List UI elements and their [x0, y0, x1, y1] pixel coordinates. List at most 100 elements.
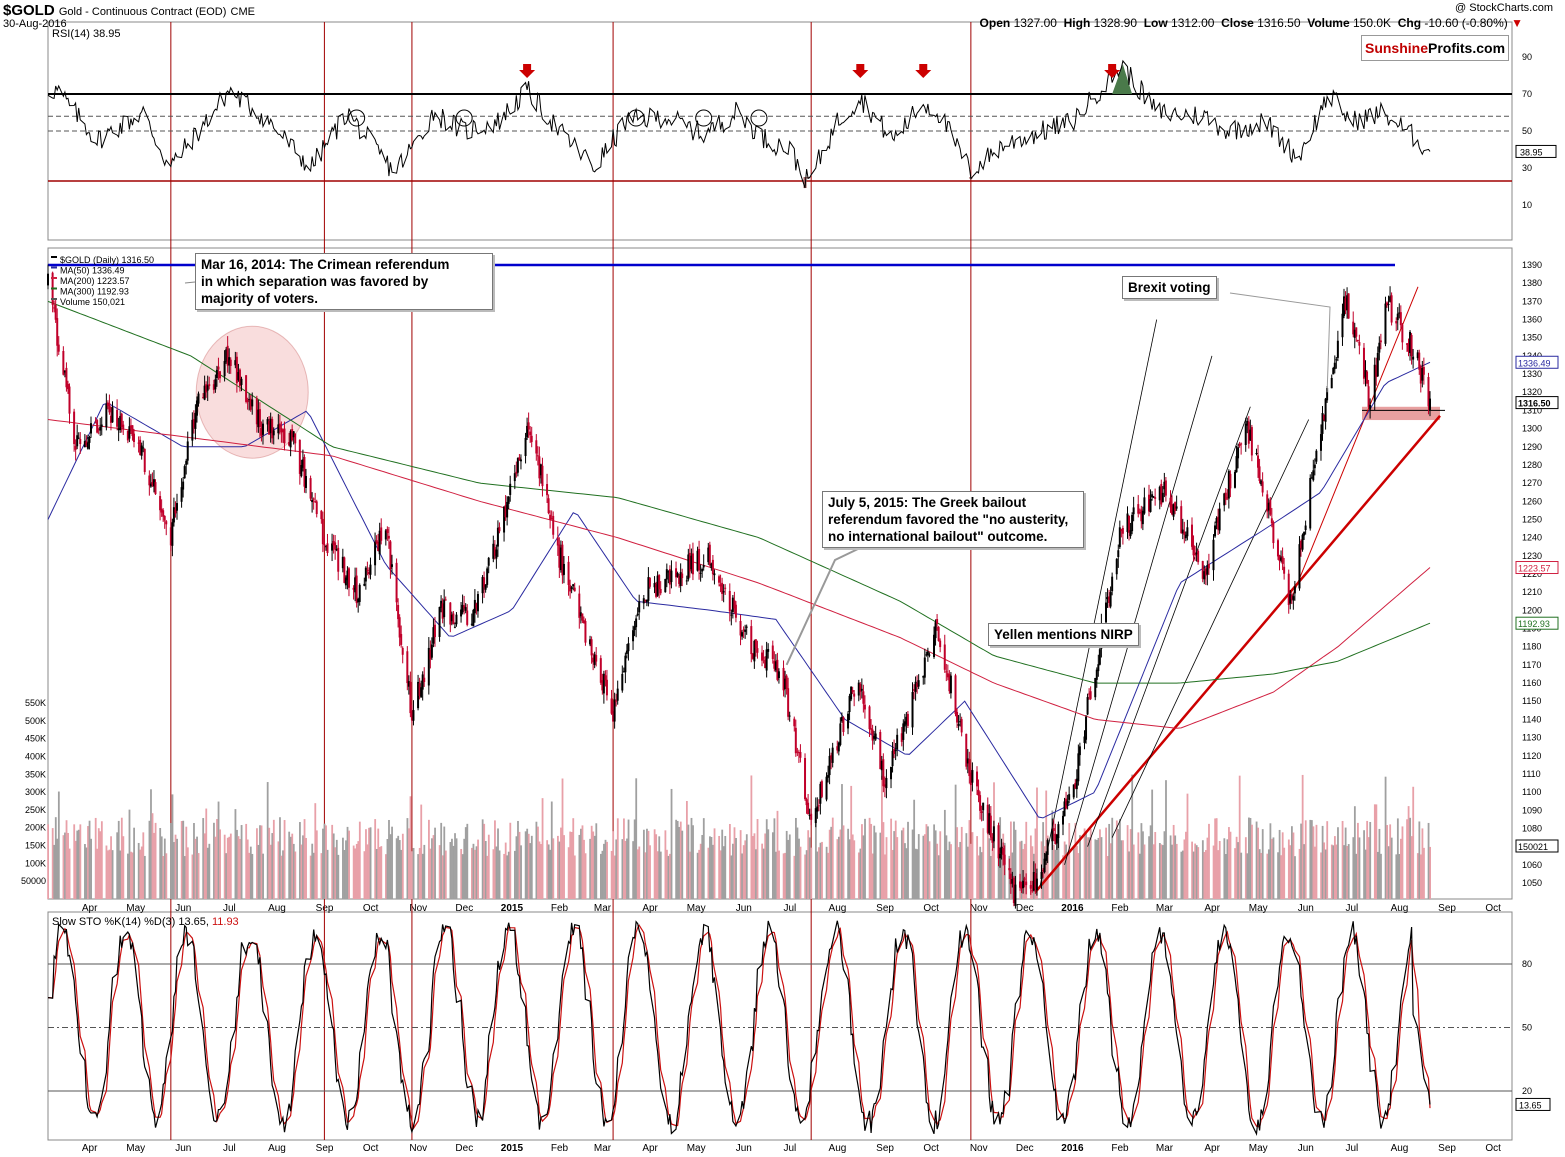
volume-bar — [1312, 826, 1315, 899]
volume-bar — [982, 828, 985, 899]
candle-body — [131, 425, 134, 436]
volume-bar — [47, 824, 49, 899]
ohlc-open-label: Open — [979, 16, 1011, 30]
price-y-tick-label: 1230 — [1522, 551, 1542, 561]
candle-body — [567, 561, 570, 586]
candle-body — [979, 795, 982, 811]
candle-body — [976, 771, 979, 787]
volume-bar — [796, 827, 799, 899]
volume-bar — [84, 844, 86, 899]
volume-bar — [484, 841, 487, 899]
volume-bar — [839, 829, 842, 899]
volume-bar — [1228, 827, 1230, 899]
ma200-value-tag-box — [1515, 561, 1559, 575]
stochastic-x-tick-label: Jul — [783, 1143, 796, 1154]
volume-bar — [636, 849, 639, 899]
volume-bar — [299, 822, 301, 899]
volume-bar — [1126, 825, 1129, 899]
volume-bar — [294, 851, 297, 899]
volume-bar — [475, 846, 478, 899]
candle-body — [1115, 558, 1118, 575]
volume-bar — [312, 852, 315, 899]
volume-bar — [1287, 839, 1290, 899]
volume-bar — [814, 818, 817, 899]
volume-bar — [1097, 837, 1100, 899]
volume-bar — [463, 838, 466, 899]
volume-bar — [977, 855, 980, 899]
stochastic-x-tick-label: Aug — [268, 1143, 286, 1154]
candle-body — [604, 675, 607, 681]
legend-ma50: MA(50) 1336.49 — [60, 266, 125, 276]
stochastic-x-tick-label: Oct — [363, 1143, 379, 1154]
candle-body — [266, 419, 269, 425]
candle-body — [229, 359, 232, 366]
volume-bar — [234, 809, 237, 899]
candle-body — [225, 349, 228, 362]
volume-bar — [279, 817, 281, 899]
volume-bar — [1223, 838, 1226, 899]
candle-body — [1118, 527, 1121, 548]
candle-body — [816, 806, 819, 812]
candle-body — [257, 409, 260, 428]
candle-body — [94, 422, 97, 424]
candle-body — [88, 437, 91, 443]
candle-body — [1344, 297, 1347, 311]
volume-y-tick-label: 200K — [25, 823, 46, 833]
volume-bar — [451, 838, 453, 899]
volume-bar — [595, 823, 598, 899]
candle-body — [475, 603, 478, 609]
candle-body — [1163, 481, 1166, 490]
candle-body — [1260, 480, 1263, 485]
volume-bar — [1214, 818, 1217, 899]
candle-body — [450, 614, 453, 622]
candle-body — [323, 544, 326, 546]
candle-body — [281, 429, 284, 433]
price-y-tick-label: 1090 — [1522, 805, 1542, 815]
volume-bar — [965, 833, 968, 899]
volume-bar — [850, 785, 853, 899]
volume-bar — [246, 839, 249, 899]
volume-bar — [1186, 793, 1189, 899]
stochastic-x-tick-label: 2016 — [1061, 1143, 1084, 1154]
stochastic-x-tick-label: Apr — [82, 1143, 98, 1154]
price-y-tick-label: 1170 — [1522, 660, 1541, 670]
candle-body — [647, 577, 650, 601]
candle-body — [341, 556, 344, 569]
volume-bar — [225, 853, 228, 899]
volume-bar — [1138, 853, 1141, 899]
ohlc-high-label: High — [1063, 16, 1091, 30]
volume-bar — [1109, 843, 1112, 899]
volume-bar — [205, 808, 208, 899]
volume-bar — [337, 854, 340, 899]
volume-bar — [1238, 775, 1241, 899]
volume-y-tick-label: 450K — [25, 734, 46, 744]
volume-bar — [1042, 822, 1045, 899]
volume-bar — [857, 852, 860, 899]
volume-bar — [214, 836, 217, 899]
candle-body — [701, 568, 704, 572]
volume-bar — [653, 829, 656, 899]
candle-body — [644, 600, 647, 602]
volume-bar — [358, 821, 361, 899]
candle-body — [879, 731, 882, 770]
volume-bar — [87, 826, 89, 899]
candle-body — [546, 484, 549, 496]
candle-body — [1174, 502, 1177, 511]
price-x-tick-label: Nov — [970, 903, 988, 914]
volume-bar — [1111, 817, 1114, 899]
volume-bar — [1258, 849, 1261, 899]
volume-bar — [991, 849, 994, 899]
price-x-tick-label: Feb — [551, 903, 569, 914]
candle-body — [526, 425, 529, 438]
volume-bar — [1079, 835, 1081, 899]
volume-bar — [342, 837, 344, 899]
volume-bar — [666, 849, 668, 899]
stochastic-x-tick-label: Feb — [551, 1143, 569, 1154]
candle-body — [163, 515, 166, 521]
volume-value-tag-box — [1515, 839, 1559, 853]
volume-bar — [94, 817, 97, 899]
candle-body — [140, 445, 143, 456]
fan-trend-line — [1039, 319, 1158, 887]
candle-body — [363, 583, 366, 586]
circle-marker-icon — [695, 109, 713, 127]
